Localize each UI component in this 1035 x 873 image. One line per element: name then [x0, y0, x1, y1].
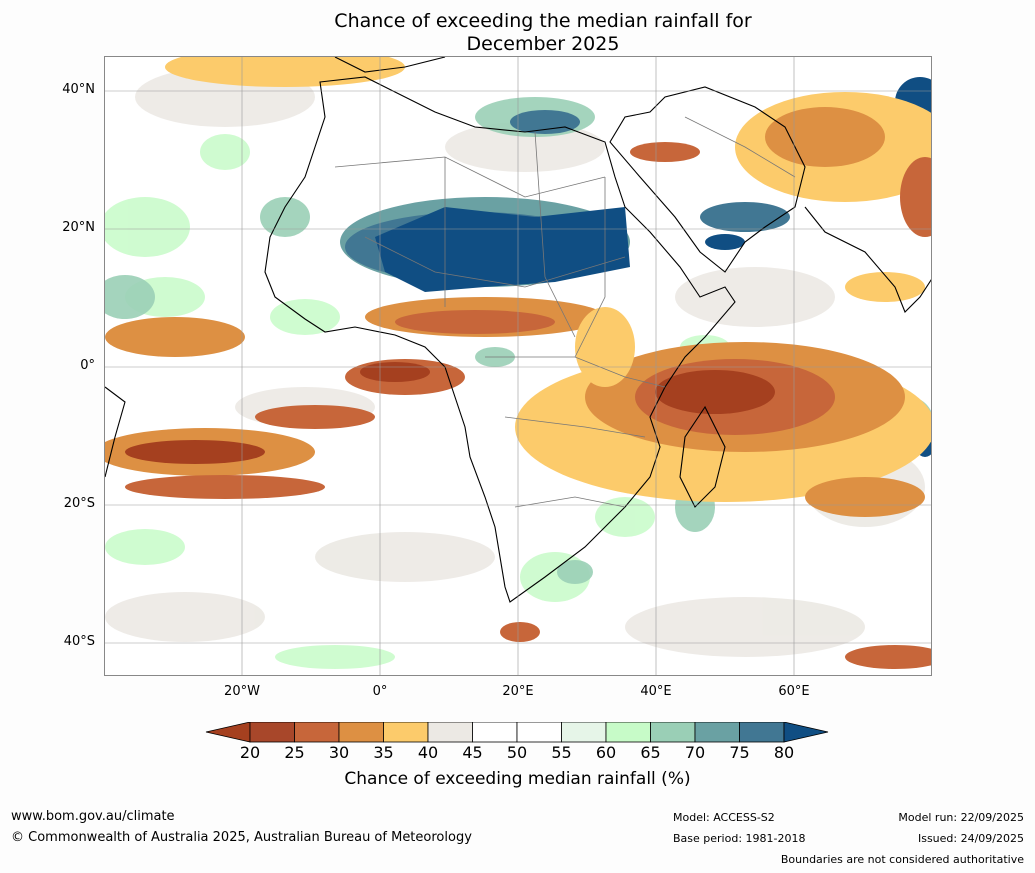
colorbar-tick-label: 35	[373, 743, 394, 762]
colorbar-arrow-high	[783, 722, 829, 743]
colorbar-tick-label: 50	[506, 743, 528, 762]
colorbar-tick-label: 40	[417, 743, 439, 762]
colorbar-tick-label: 75	[729, 743, 750, 762]
map-canvas	[105, 57, 931, 675]
lon-label-20w: 20°W	[224, 684, 260, 699]
rainfall-map	[104, 56, 932, 676]
colorbar-swatch	[294, 722, 340, 743]
colorbar-tick-label: 65	[640, 743, 661, 762]
colorbar-arrow-low	[205, 722, 251, 743]
colorbar-tick-label: 60	[595, 743, 617, 762]
lat-label-20s: 20°S	[63, 496, 95, 511]
country-boundaries	[334, 116, 796, 508]
colorbar-tick-label: 45	[462, 743, 483, 762]
colorbar-tick-label: 70	[684, 743, 706, 762]
lat-label-40n: 40°N	[62, 82, 95, 97]
coastlines	[105, 57, 931, 603]
colorbar-swatch	[516, 722, 562, 743]
colorbar-swatch	[650, 722, 696, 743]
colorbar-swatch	[739, 722, 785, 743]
footer-model: Model: ACCESS-S2	[673, 811, 775, 824]
lat-label-20n: 20°N	[62, 220, 95, 235]
footer-model-run: Model run: 22/09/2025	[898, 811, 1024, 824]
lon-label-0: 0°	[372, 684, 388, 699]
colorbar	[205, 722, 829, 743]
map-title: Chance of exceeding the median rainfall …	[0, 10, 1035, 56]
lon-label-40e: 40°E	[640, 684, 672, 699]
colorbar-swatch	[427, 722, 473, 743]
above-median-strong-areas	[340, 77, 931, 457]
colorbar-ticks: 20 25 30 35 40 45 50 55 60 65 70 75 80	[0, 744, 1035, 764]
graticule	[105, 57, 931, 675]
lon-label-20e: 20°E	[502, 684, 534, 699]
footer-disclaimer: Boundaries are not considered authoritat…	[780, 853, 1024, 866]
title-line-1: Chance of exceeding the median rainfall …	[334, 10, 752, 32]
colorbar-swatch	[249, 722, 295, 743]
colorbar-swatch	[472, 722, 518, 743]
below-median-areas	[105, 57, 931, 669]
colorbar-tick-label: 30	[328, 743, 350, 762]
lon-label-60e: 60°E	[778, 684, 810, 699]
colorbar-swatch	[561, 722, 607, 743]
colorbar-swatch	[338, 722, 384, 743]
footer-issued: Issued: 24/09/2025	[917, 832, 1024, 845]
colorbar-tick-label: 55	[551, 743, 572, 762]
colorbar-tick-label: 80	[773, 743, 795, 762]
colorbar-tick-label: 20	[239, 743, 261, 762]
footer-copyright: © Commonwealth of Australia 2025, Austra…	[11, 830, 472, 845]
colorbar-label: Chance of exceeding median rainfall (%)	[344, 769, 691, 789]
title-line-2: December 2025	[466, 33, 620, 55]
lat-label-40s: 40°S	[63, 634, 95, 649]
footer-base-period: Base period: 1981-2018	[673, 832, 806, 845]
footer-url[interactable]: www.bom.gov.au/climate	[11, 809, 175, 824]
colorbar-swatch	[694, 722, 740, 743]
colorbar-swatch	[383, 722, 429, 743]
lat-label-equator: 0°	[80, 358, 95, 373]
colorbar-swatch	[605, 722, 651, 743]
colorbar-tick-label: 25	[284, 743, 305, 762]
